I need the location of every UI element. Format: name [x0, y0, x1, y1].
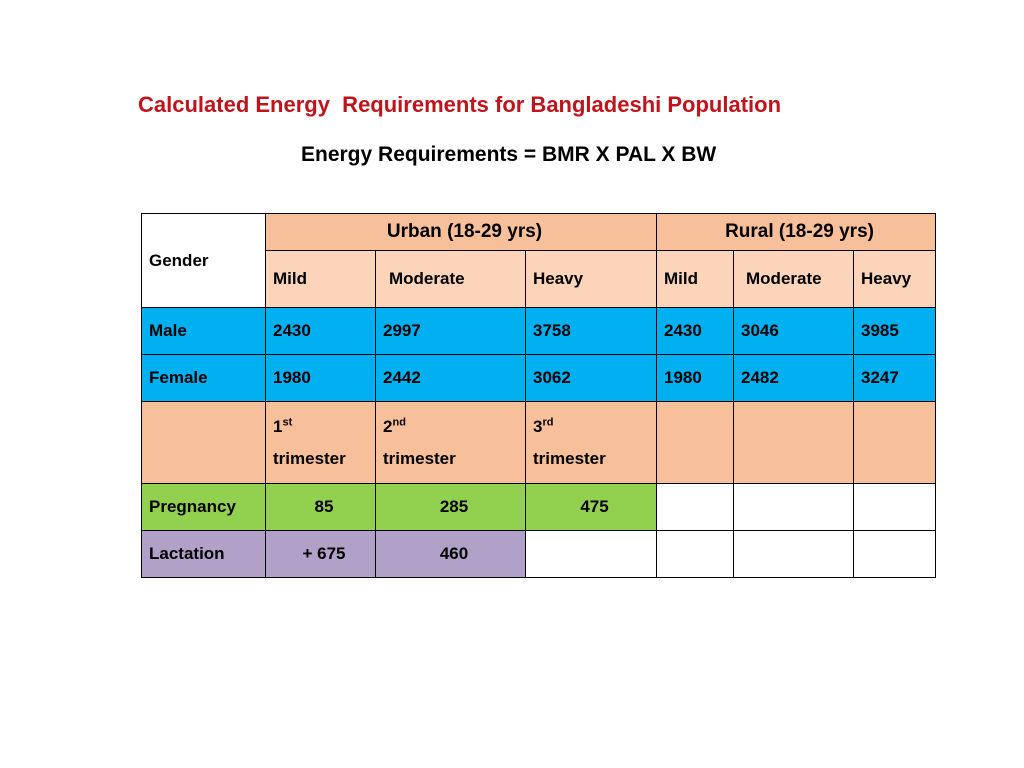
row-label: Female: [141, 354, 266, 402]
energy-requirements-table: Gender Urban (18-29 yrs) Rural (18-29 yr…: [141, 213, 937, 578]
row-label: Pregnancy: [141, 483, 266, 531]
empty-cell: [853, 483, 937, 531]
activity-level-header: Heavy: [853, 250, 937, 308]
table-cell: 1980: [265, 354, 376, 402]
trimester-number: 2: [383, 416, 393, 436]
table-cell: 285: [375, 483, 526, 531]
table-cell: + 675: [265, 530, 376, 578]
table-cell: 475: [524, 483, 658, 531]
trimester-row: 1st trimester 2nd trimester 3rd trimeste…: [141, 401, 937, 484]
trimester-number: 3: [533, 416, 543, 436]
rural-header: Rural (18-29 yrs): [656, 213, 937, 251]
trimester-label: trimester: [533, 448, 606, 468]
table-cell: 460: [375, 530, 526, 578]
empty-cell: [733, 530, 855, 578]
formula-subtitle: Energy Requirements = BMR X PAL X BW: [301, 143, 717, 166]
activity-level-header: Moderate: [375, 250, 526, 308]
empty-cell: [733, 401, 855, 484]
table-cell: 2482: [733, 354, 855, 402]
gender-header: Gender: [141, 213, 266, 308]
row-label: Lactation: [141, 530, 266, 578]
group-header-row: Gender Urban (18-29 yrs) Rural (18-29 yr…: [141, 213, 937, 308]
table-cell: 3758: [524, 307, 658, 355]
table-cell: 3046: [733, 307, 855, 355]
empty-cell: [656, 530, 735, 578]
ordinal-suffix: st: [282, 415, 293, 428]
trimester-header: 1st trimester: [265, 401, 376, 484]
table-cell: 2430: [656, 307, 735, 355]
table-cell: 85: [265, 483, 376, 531]
trimester-label: trimester: [273, 448, 346, 468]
empty-cell: [733, 483, 855, 531]
empty-cell: [656, 483, 735, 531]
activity-level-row: Mild Moderate Heavy Mild Moderate Heavy: [142, 250, 937, 308]
table-cell: 3062: [524, 354, 658, 402]
activity-level-header: Moderate: [733, 250, 855, 308]
row-label: Male: [141, 307, 266, 355]
activity-level-header: Mild: [265, 250, 376, 308]
table-row-pregnancy: Pregnancy 85 285 475: [141, 483, 937, 531]
table-cell: 3247: [853, 354, 937, 402]
empty-cell: [656, 401, 735, 484]
table-row-lactation: Lactation + 675 460: [141, 530, 937, 578]
empty-cell: [853, 401, 937, 484]
table-row-male: Male 2430 2997 3758 2430 3046 3985: [141, 307, 937, 355]
trimester-number: 1: [273, 416, 283, 436]
table-cell: 2997: [375, 307, 526, 355]
empty-cell: [141, 401, 266, 484]
table-row-female: Female 1980 2442 3062 1980 2482 3247: [141, 354, 937, 402]
table-cell: 1980: [656, 354, 735, 402]
table-cell: 2442: [375, 354, 526, 402]
empty-cell: [853, 530, 937, 578]
trimester-header: 3rd trimester: [524, 401, 658, 484]
urban-header: Urban (18-29 yrs): [264, 213, 658, 251]
ordinal-suffix: nd: [392, 415, 406, 428]
activity-level-header: Mild: [656, 250, 735, 308]
activity-level-header: Heavy: [524, 250, 658, 308]
empty-cell: [524, 530, 658, 578]
table-cell: 3985: [853, 307, 937, 355]
trimester-label: trimester: [383, 448, 456, 468]
slide-title: Calculated Energy Requirements for Bangl…: [138, 92, 782, 117]
ordinal-suffix: rd: [542, 415, 554, 428]
table-cell: 2430: [265, 307, 376, 355]
trimester-header: 2nd trimester: [375, 401, 526, 484]
